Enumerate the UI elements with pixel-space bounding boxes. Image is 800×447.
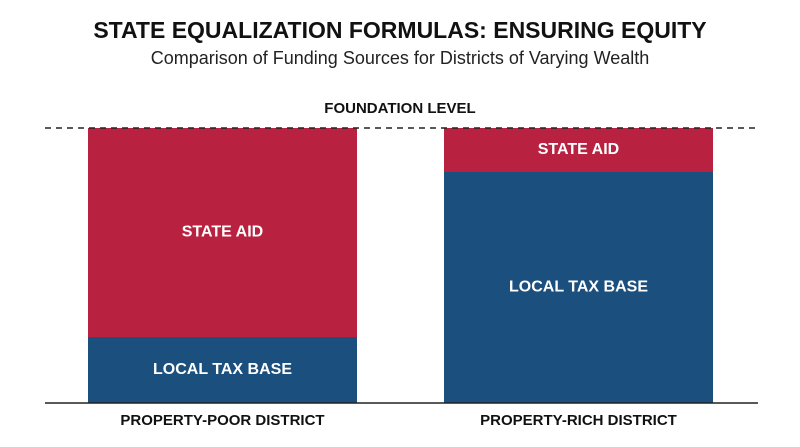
bar-segment [444, 128, 713, 172]
bar-segment [444, 172, 713, 403]
bar-segment [88, 128, 357, 337]
x-tick-label: PROPERTY-RICH DISTRICT [480, 412, 677, 429]
segment-label: LOCAL TAX BASE [153, 361, 292, 378]
chart-title: STATE EQUALIZATION FORMULAS: ENSURING EQ… [93, 17, 706, 43]
chart-subtitle: Comparison of Funding Sources for Distri… [151, 48, 650, 68]
segment-label: STATE AID [182, 224, 263, 241]
x-tick-label: PROPERTY-POOR DISTRICT [120, 412, 324, 429]
segment-label: LOCAL TAX BASE [509, 279, 648, 296]
segment-label: STATE AID [538, 141, 619, 158]
reference-label: FOUNDATION LEVEL [324, 100, 475, 117]
bar-segment [88, 337, 357, 403]
